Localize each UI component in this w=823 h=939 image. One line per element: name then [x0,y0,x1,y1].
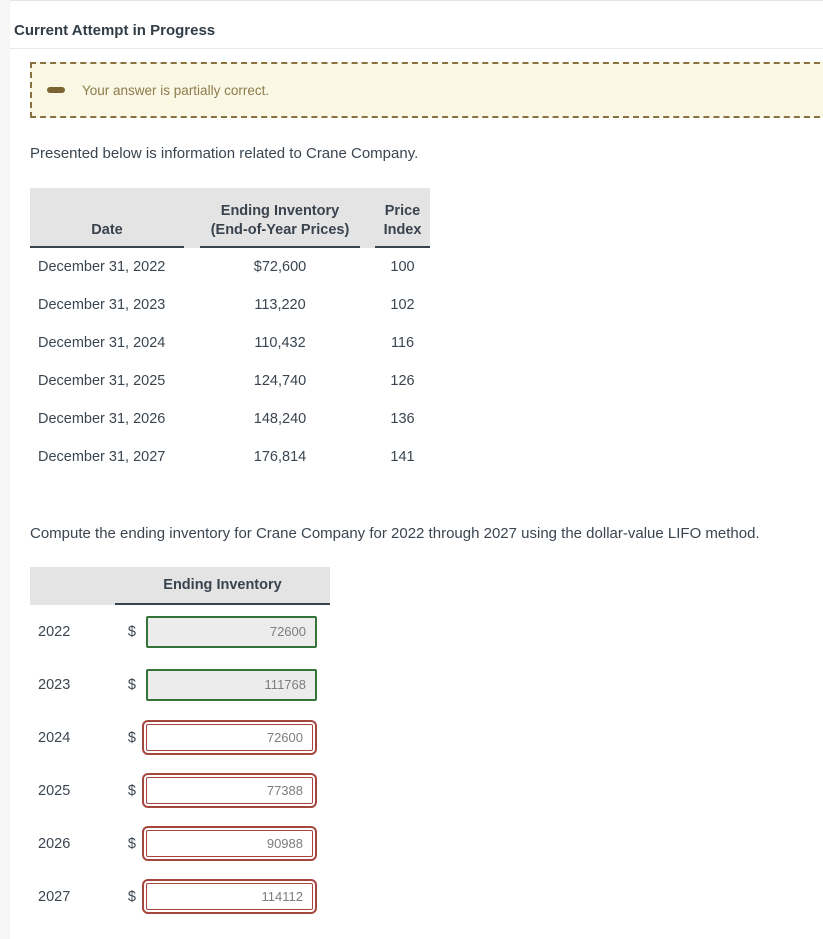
partially-correct-dash-icon [47,87,65,93]
index-cell: 141 [390,449,415,465]
table-row: December 31, 2025 124,740 126 [30,362,430,400]
column-header-date: Date [30,188,184,248]
date-cell: December 31, 2022 [38,259,166,275]
feedback-message: Your answer is partially correct. [82,82,270,98]
inventory-cell: 110,432 [254,335,306,351]
index-cell: 136 [390,411,415,427]
title-divider [10,48,823,49]
dollar-sign: $ [127,623,136,640]
answer-table: Ending Inventory 2022 $ 2023 $ 2024 $ 20… [30,567,330,923]
answer-column-header: Ending Inventory [115,567,330,605]
year-label: 2026 [38,835,71,852]
column-header-price-index: Price Index [375,188,430,248]
date-cell: December 31, 2024 [38,335,166,351]
ending-inventory-input-2022 [146,615,317,648]
answer-row-2024: 2024 $ [30,711,317,764]
year-label: 2022 [38,623,71,640]
inventory-cell: 124,740 [253,373,307,389]
column-header-ending-inventory: Ending Inventory (End-of-Year Prices) [200,188,360,248]
dollar-sign: $ [127,888,136,905]
answer-row-2022: 2022 $ [30,605,317,658]
table-row: December 31, 2026 148,240 136 [30,400,430,438]
answer-row-2026: 2026 $ [30,817,317,870]
year-label: 2025 [38,782,71,799]
dollar-sign: $ [127,782,136,799]
ending-inventory-input-2027[interactable] [142,879,317,914]
answer-row-2025: 2025 $ [30,764,317,817]
question-text: Compute the ending inventory for Crane C… [30,525,760,542]
ending-inventory-input-2024[interactable] [142,720,317,755]
date-cell: December 31, 2027 [38,449,166,465]
dollar-sign: $ [127,835,136,852]
inventory-cell: $72,600 [253,259,307,275]
answer-row-2023: 2023 $ [30,658,317,711]
intro-text: Presented below is information related t… [30,145,419,162]
dollar-sign: $ [127,676,136,693]
question-panel: Current Attempt in Progress Your answer … [10,1,823,923]
inventory-data-table-header: Date Ending Inventory (End-of-Year Price… [30,188,430,248]
inventory-data-table: Date Ending Inventory (End-of-Year Price… [30,188,430,476]
top-divider [0,0,823,1]
date-cell: December 31, 2023 [38,297,166,313]
index-cell: 102 [390,297,415,313]
ending-inventory-input-2026[interactable] [142,826,317,861]
table-row: December 31, 2023 113,220 102 [30,286,430,324]
year-label: 2024 [38,729,71,746]
feedback-banner: Your answer is partially correct. [30,62,823,118]
ending-inventory-input-2025[interactable] [142,773,317,808]
date-cell: December 31, 2025 [38,373,166,389]
table-row: December 31, 2022 $72,600 100 [30,248,430,286]
inventory-cell: 113,220 [254,297,306,313]
dollar-sign: $ [127,729,136,746]
index-cell: 100 [390,259,415,275]
answer-table-header: Ending Inventory [30,567,330,605]
left-gutter [0,0,10,939]
table-row: December 31, 2024 110,432 116 [30,324,430,362]
table-row: December 31, 2027 176,814 141 [30,438,430,476]
year-label: 2023 [38,676,71,693]
index-cell: 116 [390,335,415,351]
ending-inventory-input-2023 [146,668,317,701]
inventory-cell: 148,240 [253,411,307,427]
page-title: Current Attempt in Progress [14,22,216,39]
year-label: 2027 [38,888,71,905]
date-cell: December 31, 2026 [38,411,166,427]
answer-row-2027: 2027 $ [30,870,317,923]
inventory-cell: 176,814 [253,449,307,465]
index-cell: 126 [390,373,415,389]
